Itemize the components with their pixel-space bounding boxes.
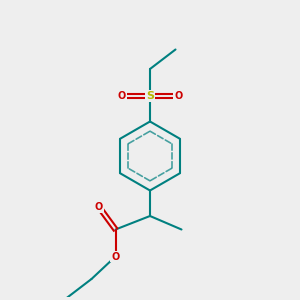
Text: O: O — [95, 202, 103, 212]
Text: O: O — [111, 251, 120, 262]
Text: S: S — [146, 91, 154, 101]
Text: O: O — [117, 91, 126, 101]
Text: O: O — [174, 91, 183, 101]
